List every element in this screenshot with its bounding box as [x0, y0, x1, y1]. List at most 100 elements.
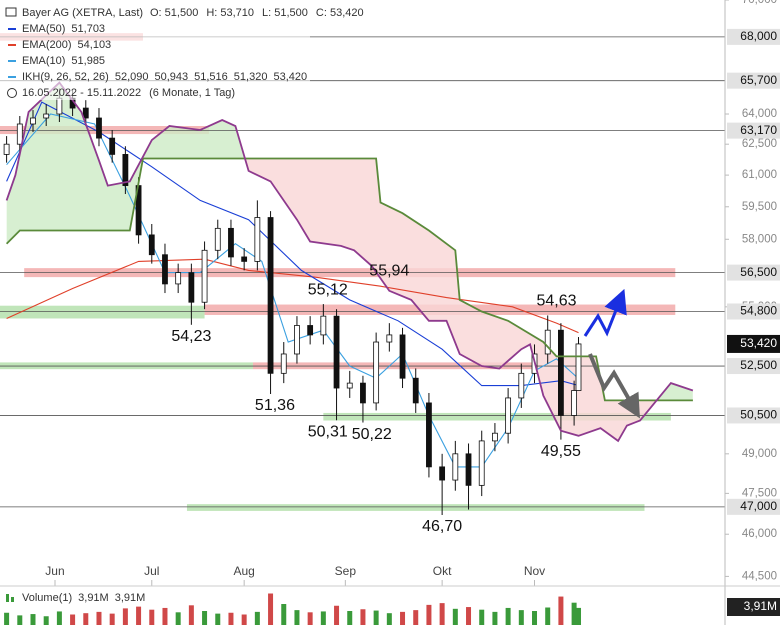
legend-value: 51,320: [234, 71, 268, 83]
candle-body: [241, 256, 248, 262]
zone: [0, 305, 205, 319]
ohlc-label: C: 53,420: [316, 7, 364, 19]
volume-bar: [109, 613, 115, 625]
annotation: 51,36: [255, 397, 295, 414]
ichimoku-lines: [5, 81, 694, 443]
volume-bar: [545, 607, 551, 625]
volume-tag-box: [727, 598, 780, 616]
candle-body: [412, 377, 419, 404]
candle-body: [3, 143, 10, 155]
y-tick-label: 61,000: [742, 169, 777, 181]
candle-body: [426, 402, 432, 468]
level-label: 65,700: [740, 73, 777, 87]
volume-bar: [452, 608, 458, 625]
volume-tag: 3,91M: [744, 599, 777, 613]
ema-line: [6, 258, 579, 334]
candle-body: [122, 154, 129, 186]
volume-bar: [373, 610, 379, 625]
candle-body: [307, 325, 314, 336]
zone: [323, 412, 671, 421]
volume-bar: [334, 605, 340, 625]
legend-title: Bayer AG (XETRA, Last): [22, 7, 143, 19]
candle-body: [478, 440, 485, 486]
volume-label: Volume(1): [22, 592, 72, 604]
level-label: 47,000: [740, 499, 777, 513]
candle-body: [575, 343, 582, 391]
legend-value: 52,090: [115, 71, 149, 83]
x-tick-label: Sep: [335, 564, 357, 578]
volume-bar: [479, 609, 485, 625]
volume-bar: [532, 611, 538, 625]
volume-bar: [439, 603, 445, 625]
volume-bar: [518, 610, 524, 625]
volume-bar: [215, 613, 221, 625]
volume-bar: [162, 607, 168, 625]
annotation: 50,22: [352, 426, 392, 443]
volume-bar: [360, 609, 366, 625]
period: 16.05.2022 - 15.11.2022: [22, 87, 141, 99]
legend-name: EMA(200): [22, 39, 72, 51]
candle-body: [320, 315, 327, 336]
period-note: (6 Monate, 1 Tag): [149, 87, 235, 99]
volume-icon: [11, 597, 14, 602]
candle-body: [188, 272, 195, 303]
volume-bar: [83, 613, 89, 625]
level-label-box: [727, 303, 780, 320]
candle-body: [96, 117, 102, 139]
candle-body: [175, 272, 182, 285]
volume-bar: [122, 608, 128, 625]
candle-body: [214, 227, 221, 251]
level-label-box: [727, 358, 780, 375]
level-label-box: [727, 498, 780, 515]
volume-bar: [241, 614, 247, 625]
level-label-box: [727, 122, 780, 139]
volume-bar: [307, 612, 313, 625]
x-tick-label: Jun: [45, 564, 64, 578]
candle-body: [228, 227, 234, 258]
y-tick-label: 64,000: [742, 108, 777, 120]
level-label-box: [727, 72, 780, 89]
volume-value: 3,91M: [115, 592, 146, 604]
level-label: 56,500: [740, 265, 777, 279]
volume-bar: [136, 606, 142, 625]
volume-bar: [426, 604, 432, 625]
candle-body: [399, 334, 406, 379]
ohlc-label: H: 53,710: [206, 7, 254, 19]
legend-value: 51,703: [71, 23, 105, 35]
candle-body: [30, 117, 36, 125]
volume-bar: [268, 593, 274, 625]
volume-bar: [413, 610, 419, 625]
candle-body: [492, 432, 498, 442]
ohlc-label: O: 51,500: [150, 7, 198, 19]
volume-bar: [96, 611, 102, 625]
candle-body: [505, 397, 512, 434]
volume-bar: [505, 607, 511, 625]
volume-bar: [228, 612, 234, 625]
candle-body: [162, 254, 168, 285]
legend-background: [0, 0, 310, 100]
legend-icon: [5, 7, 17, 17]
ema-line: [6, 101, 579, 387]
volume-bar: [56, 611, 62, 625]
volume-bar: [70, 614, 76, 625]
price-tag-box: [727, 334, 780, 353]
candle-body: [386, 334, 393, 343]
annotations: 54,23 51,36 55,12 50,31 50,22 55,94 46,70 54,63…: [171, 263, 581, 536]
level-label-box: [727, 28, 780, 45]
legend: Bayer AG (XETRA, Last) O: 51,500 H: 53,710…: [5, 7, 364, 99]
x-tick-label: Jul: [144, 564, 159, 578]
volume-bar: [43, 616, 49, 625]
volume-bar: [294, 610, 300, 625]
y-tick-label: 46,000: [742, 528, 777, 540]
volume-bar: [4, 612, 10, 625]
annotation: 55,94: [369, 263, 409, 280]
candle-body: [439, 466, 446, 481]
annotation: 54,23: [171, 328, 211, 345]
ichimoku-span-b: [5, 81, 694, 443]
candle-body: [373, 341, 380, 404]
x-tick-label: Nov: [524, 564, 545, 578]
legend-name: IKH(9, 26, 52, 26): [22, 71, 109, 83]
axes: 44,50046,00047,50049,00055,00058,00059,5…: [45, 0, 780, 586]
candle-body: [43, 113, 50, 119]
